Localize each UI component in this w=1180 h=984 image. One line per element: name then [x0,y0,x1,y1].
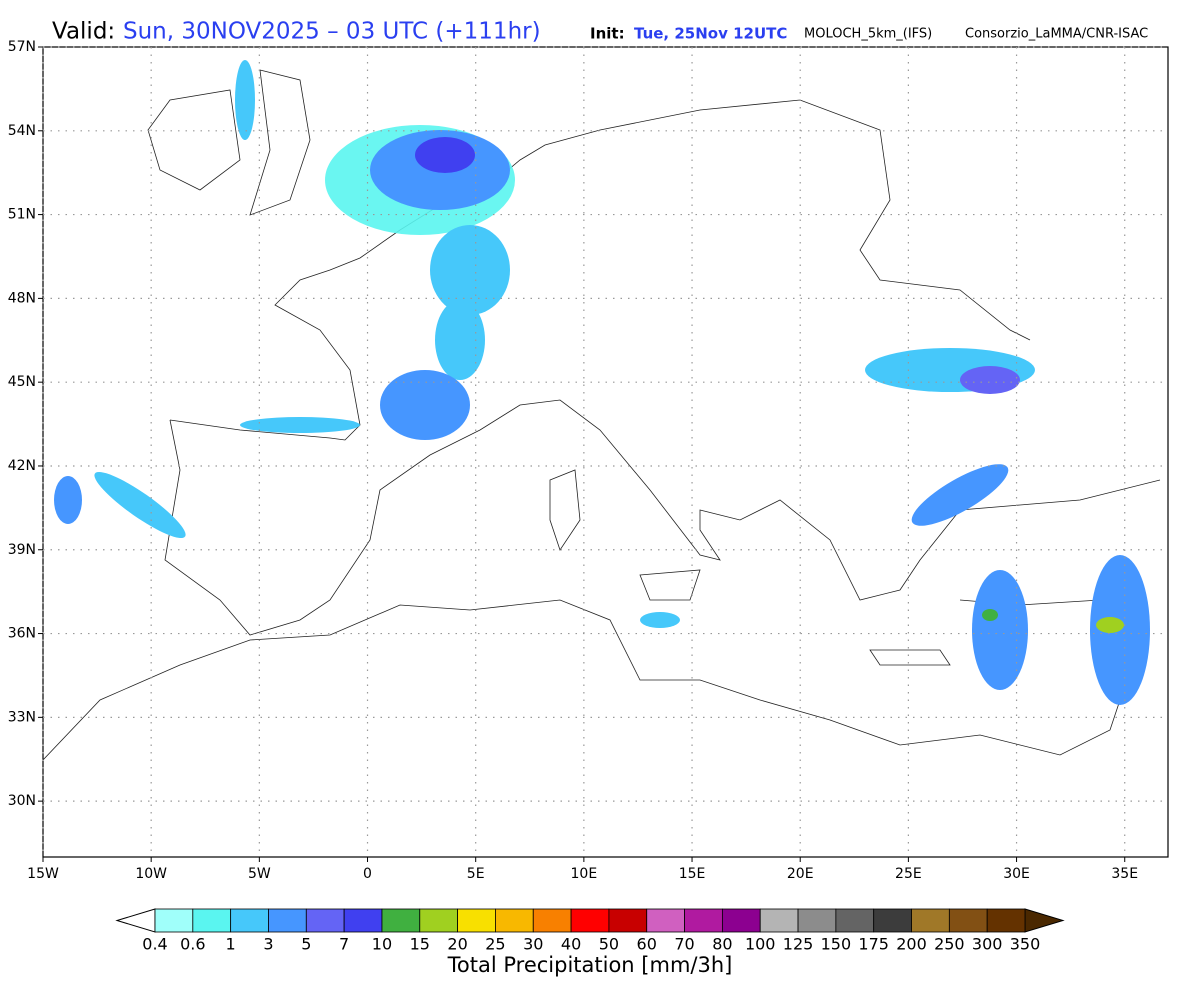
lat-tick-label: 54N [8,123,36,139]
colorbar-swatch [268,908,307,933]
colorbar-label: 0.4 [142,935,167,954]
colorbar-label: 50 [599,935,619,954]
colorbar-label: 30 [523,935,543,954]
colorbar-swatch [911,908,950,933]
colorbar-swatch [684,908,723,933]
colorbar-label: 100 [745,935,776,954]
valid-label: Valid: [52,19,115,45]
colorbar-swatch [948,908,988,933]
lat-tick-label: 30N [8,793,36,809]
model-name: MOLOCH_5km_(IFS) [804,27,932,42]
lat-tick-label: 51N [8,207,36,223]
colorbar-label: 15 [410,935,430,954]
colorbar-label: 70 [674,935,694,954]
lon-tick-label: 15W [27,866,59,882]
colorbar-under [115,908,156,933]
colorbar-swatch [873,908,912,933]
map [42,46,1169,858]
lat-tick-label: 36N [8,626,36,642]
lon-tick-label: 30E [1003,866,1030,882]
colorbar-swatch [532,908,572,933]
colorbar-label: 20 [447,935,467,954]
colorbar-label: 300 [972,935,1003,954]
colorbar-swatch [230,908,269,933]
colorbar-swatch [608,908,648,933]
colorbar-label: 3 [263,935,273,954]
map-frame [42,46,1169,858]
colorbar-label: 250 [934,935,965,954]
lon-tick-label: 5W [248,866,271,882]
lon-tick-label: 15E [679,866,706,882]
valid-time: Sun, 30NOV2025 – 03 UTC (+111hr) [123,19,541,45]
lon-tick-label: 10W [135,866,167,882]
colorbar-title: Total Precipitation [mm/3h] [447,953,733,977]
lat-tick-label: 42N [8,458,36,474]
init-time: Tue, 25Nov 12UTC [634,25,787,43]
credit: Consorzio_LaMMA/CNR-ISAC [965,27,1148,42]
colorbar-label: 40 [561,935,581,954]
colorbar-label: 125 [783,935,814,954]
colorbar-swatch [495,908,534,933]
colorbar-label: 60 [637,935,657,954]
colorbar-swatch [759,908,799,933]
precipitation-field [54,60,1150,705]
lat-tick-label: 39N [8,542,36,558]
colorbar-label: 5 [301,935,311,954]
init-label: Init: [590,25,625,43]
colorbar-label: 350 [1010,935,1041,954]
colorbar-swatch [570,908,610,933]
colorbar-swatch [305,908,345,933]
lon-tick-label: 0 [363,866,372,882]
colorbar-swatch [646,908,685,933]
colorbar-swatch [381,908,421,933]
lon-tick-label: 25E [895,866,922,882]
lon-tick-label: 10E [571,866,598,882]
lon-tick-label: 5E [467,866,485,882]
colorbar-swatch [797,908,837,933]
colorbar-label: 1 [226,935,236,954]
lon-tick-label: 35E [1111,866,1138,882]
colorbar-swatch [835,908,875,933]
colorbar-swatch [419,908,459,933]
colorbar-label: 0.6 [180,935,205,954]
colorbar-swatch [986,908,1026,933]
colorbar-swatch [457,908,496,933]
colorbar-swatch [192,908,232,933]
colorbar-label: 7 [339,935,349,954]
lat-tick-label: 48N [8,290,36,306]
colorbar-swatch [343,908,383,933]
colorbar-label: 25 [485,935,505,954]
colorbar-swatch [721,908,761,933]
colorbar-swatch [154,908,194,933]
colorbar-label: 80 [712,935,732,954]
colorbar-label: 175 [858,935,889,954]
colorbar-over [1024,908,1065,933]
lat-tick-label: 33N [8,709,36,725]
lat-tick-label: 45N [8,374,36,390]
lat-tick-label: 57N [8,39,36,55]
colorbar-label: 10 [372,935,392,954]
lon-tick-label: 20E [787,866,814,882]
colorbar-label: 150 [821,935,852,954]
colorbar-label: 200 [896,935,927,954]
